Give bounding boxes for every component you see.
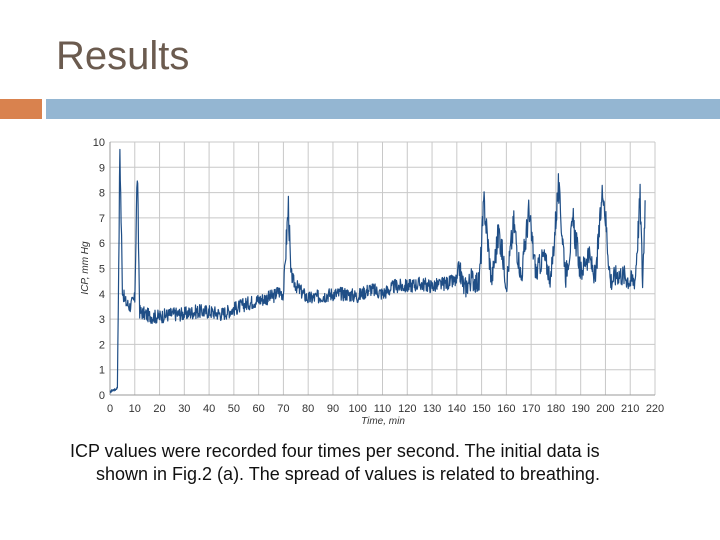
series-layer: [109, 148, 646, 394]
x-tick-label: 150: [472, 403, 490, 415]
x-tick-label: 210: [621, 403, 639, 415]
x-tick-label: 180: [547, 403, 565, 415]
accent-bar-blue: [46, 99, 720, 119]
x-tick-label: 190: [572, 403, 590, 415]
y-tick-label: 2: [99, 339, 105, 351]
x-tick-label: 10: [129, 403, 141, 415]
x-tick-label: 140: [448, 403, 466, 415]
caption-line-2: shown in Fig.2 (a). The spread of values…: [96, 464, 600, 484]
x-tick-label: 20: [153, 403, 165, 415]
y-tick-label: 0: [99, 390, 105, 402]
icp-series-line: [109, 148, 646, 394]
x-tick-label: 170: [522, 403, 540, 415]
y-tick-label: 8: [99, 188, 105, 200]
x-tick-label: 90: [327, 403, 339, 415]
y-tick-label: 9: [99, 162, 105, 174]
tick-label-layer: 0 10 20 30 40 50 60 70 80 90 100 110 120 130 140 150 160…: [93, 137, 664, 415]
x-tick-label: 100: [349, 403, 367, 415]
y-tick-label: 4: [99, 289, 105, 301]
slide-caption: ICP values were recorded four times per …: [70, 440, 690, 486]
x-tick-label: 110: [374, 403, 392, 415]
x-tick-label: 220: [646, 403, 664, 415]
y-tick-label: 7: [99, 213, 105, 225]
grid-layer: [109, 141, 656, 396]
x-tick-label: 70: [277, 403, 289, 415]
accent-bar-orange: [0, 99, 42, 119]
x-tick-label: 0: [107, 403, 113, 415]
x-tick-label: 60: [253, 403, 265, 415]
y-tick-label: 10: [93, 137, 105, 149]
y-tick-label: 6: [99, 238, 105, 250]
x-tick-label: 30: [178, 403, 190, 415]
x-tick-label: 130: [423, 403, 441, 415]
y-axis-label: ICP, mm Hg: [80, 241, 91, 295]
x-tick-label: 200: [596, 403, 614, 415]
x-tick-label: 80: [302, 403, 314, 415]
x-axis-label: Time, min: [361, 416, 405, 427]
y-tick-label: 1: [99, 365, 105, 377]
y-tick-label: 5: [99, 264, 105, 276]
caption-line-1: ICP values were recorded four times per …: [70, 441, 600, 461]
x-tick-label: 40: [203, 403, 215, 415]
x-tick-label: 50: [228, 403, 240, 415]
x-tick-label: 160: [497, 403, 515, 415]
x-tick-label: 120: [398, 403, 416, 415]
slide-title: Results: [56, 34, 190, 78]
y-tick-label: 3: [99, 314, 105, 326]
